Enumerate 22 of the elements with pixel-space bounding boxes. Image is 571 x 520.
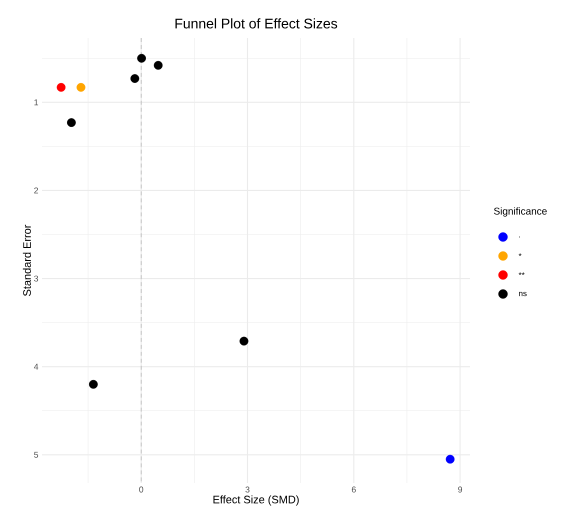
point [446,454,455,464]
point [88,380,98,389]
point [154,60,163,70]
y-tick-label: 2 [34,188,38,194]
x-tick-label: 9 [458,486,462,493]
point [56,82,66,92]
point [130,74,140,83]
y-tick-label: 1 [34,99,38,106]
x-tick-label: 3 [245,486,250,493]
y-tick-label: 5 [34,452,38,458]
point [240,336,248,346]
point [76,82,86,92]
point [67,118,76,127]
y-tick-label: 3 [34,276,38,282]
x-tick-label: 6 [352,486,356,493]
y-axis-title: Standard Error [22,224,31,296]
x-axis-title: Effect Size (SMD) [213,495,299,506]
legend-title: Significance [494,207,547,217]
x-tick-label: 0 [139,486,144,493]
y-tick-label: 4 [34,364,38,370]
chart-title: Funnel Plot of Effect Sizes [175,18,338,29]
point [137,54,146,63]
